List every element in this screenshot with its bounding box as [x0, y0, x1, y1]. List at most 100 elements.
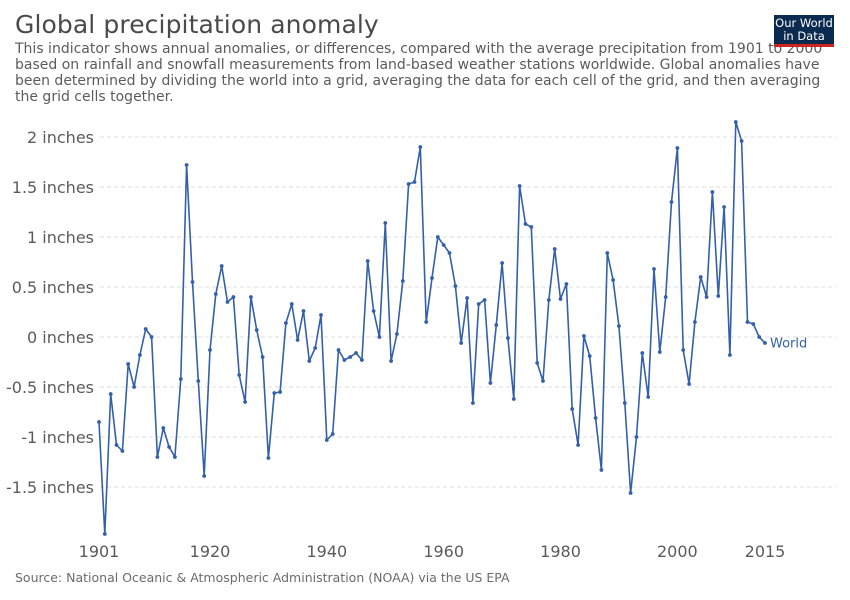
data-point[interactable] — [687, 382, 691, 386]
data-point[interactable] — [155, 455, 160, 459]
data-point[interactable] — [354, 351, 358, 355]
data-point[interactable] — [126, 362, 131, 366]
data-point[interactable] — [132, 385, 137, 389]
data-point[interactable] — [266, 456, 271, 460]
data-point[interactable] — [149, 335, 154, 339]
data-point[interactable] — [190, 280, 195, 284]
data-point[interactable] — [552, 247, 557, 251]
data-point[interactable] — [219, 264, 224, 268]
data-point[interactable] — [249, 295, 253, 299]
data-point[interactable] — [605, 251, 610, 255]
data-point[interactable] — [675, 146, 680, 150]
data-point[interactable] — [377, 335, 382, 339]
data-point[interactable] — [167, 445, 172, 449]
data-point[interactable] — [582, 334, 586, 338]
data-point[interactable] — [541, 379, 545, 383]
data-point[interactable] — [365, 259, 370, 263]
data-point[interactable] — [389, 359, 393, 363]
data-point[interactable] — [383, 221, 388, 225]
data-point[interactable] — [728, 353, 732, 357]
data-point[interactable] — [453, 284, 458, 288]
data-point[interactable] — [611, 278, 615, 282]
data-point[interactable] — [395, 332, 399, 336]
data-point[interactable] — [336, 348, 341, 352]
data-point[interactable] — [441, 243, 446, 247]
data-point[interactable] — [231, 295, 236, 299]
data-point[interactable] — [178, 377, 183, 381]
data-point[interactable] — [208, 348, 212, 352]
data-point[interactable] — [143, 327, 148, 331]
data-point[interactable] — [430, 276, 434, 280]
data-point[interactable] — [745, 320, 750, 324]
data-point[interactable] — [330, 432, 335, 436]
data-point[interactable] — [681, 348, 686, 352]
data-point[interactable] — [471, 401, 475, 405]
data-point[interactable] — [535, 361, 540, 365]
data-point[interactable] — [301, 309, 306, 313]
data-point[interactable] — [663, 295, 668, 299]
data-point[interactable] — [739, 139, 744, 143]
data-point[interactable] — [593, 416, 598, 420]
data-point[interactable] — [97, 420, 101, 424]
data-point[interactable] — [617, 324, 621, 328]
data-point[interactable] — [184, 163, 189, 167]
data-point[interactable] — [710, 190, 715, 194]
data-point[interactable] — [646, 395, 651, 399]
data-point[interactable] — [371, 309, 376, 313]
data-point[interactable] — [260, 355, 265, 359]
data-point[interactable] — [698, 275, 703, 279]
data-point[interactable] — [757, 335, 762, 339]
data-point[interactable] — [307, 359, 312, 363]
data-point[interactable] — [289, 302, 294, 306]
data-point[interactable] — [640, 351, 645, 355]
data-point[interactable] — [459, 341, 464, 345]
data-point[interactable] — [272, 391, 277, 395]
data-point[interactable] — [529, 225, 534, 229]
data-point[interactable] — [751, 322, 756, 326]
data-point[interactable] — [634, 435, 639, 439]
data-point[interactable] — [716, 294, 721, 298]
data-point[interactable] — [254, 328, 259, 332]
data-point[interactable] — [324, 438, 329, 442]
data-point[interactable] — [622, 401, 627, 405]
data-point[interactable] — [342, 358, 347, 362]
data-point[interactable] — [319, 313, 323, 317]
data-point[interactable] — [114, 443, 119, 447]
data-point[interactable] — [546, 298, 551, 302]
data-point[interactable] — [465, 296, 469, 300]
data-point[interactable] — [576, 443, 580, 447]
data-point[interactable] — [628, 491, 633, 495]
data-point[interactable] — [400, 279, 405, 283]
data-point[interactable] — [669, 200, 674, 204]
data-point[interactable] — [348, 355, 353, 359]
data-point[interactable] — [202, 474, 207, 478]
data-point[interactable] — [424, 320, 429, 324]
data-point[interactable] — [523, 222, 528, 226]
data-point[interactable] — [412, 180, 417, 184]
data-point[interactable] — [506, 336, 510, 340]
data-point[interactable] — [120, 449, 125, 453]
data-point[interactable] — [482, 298, 487, 302]
data-point[interactable] — [138, 353, 142, 357]
data-point[interactable] — [733, 120, 738, 124]
data-point[interactable] — [476, 302, 481, 306]
data-point[interactable] — [447, 251, 452, 255]
data-point[interactable] — [418, 145, 423, 149]
data-point[interactable] — [722, 205, 726, 209]
data-point[interactable] — [406, 182, 411, 186]
data-point[interactable] — [196, 379, 201, 383]
data-point[interactable] — [435, 235, 440, 239]
data-point[interactable] — [517, 184, 522, 188]
data-point[interactable] — [763, 341, 767, 345]
data-point[interactable] — [173, 455, 177, 459]
data-point[interactable] — [558, 297, 563, 301]
data-point[interactable] — [570, 407, 575, 411]
data-point[interactable] — [295, 338, 300, 342]
data-point[interactable] — [564, 282, 569, 286]
data-point[interactable] — [500, 261, 504, 265]
data-point[interactable] — [488, 381, 493, 385]
data-point[interactable] — [102, 532, 107, 536]
data-point[interactable] — [284, 321, 288, 325]
owid-logo[interactable]: Our World in Data — [774, 15, 834, 47]
data-point[interactable] — [360, 358, 364, 362]
